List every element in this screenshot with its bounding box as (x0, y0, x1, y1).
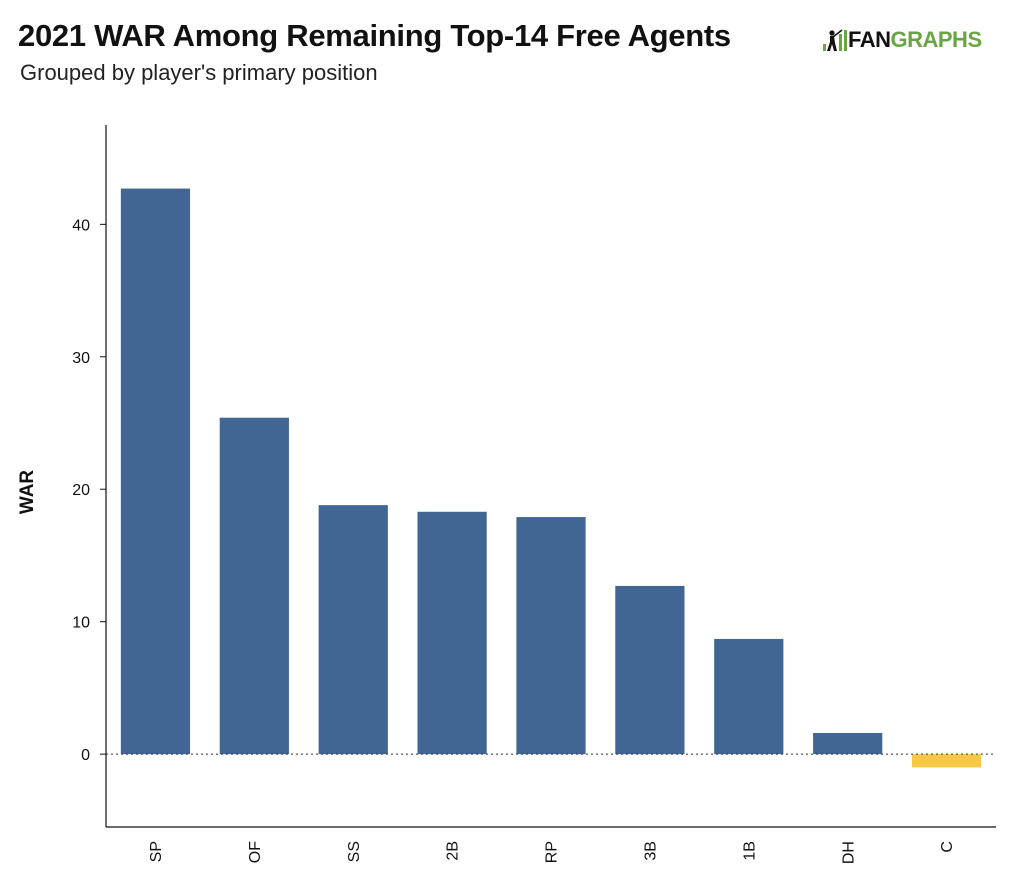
y-axis-label: WAR (17, 470, 38, 515)
x-tick-label: SS (346, 841, 363, 862)
bar-dh (813, 732, 883, 755)
logo-text-fan: FAN (848, 27, 891, 52)
x-tick-label: SP (148, 841, 165, 862)
fangraphs-logo: FANGRAPHS (822, 26, 982, 54)
bar-sp (120, 188, 191, 755)
y-tick-label: 20 (72, 482, 90, 499)
bar-c (911, 754, 982, 768)
x-tick-label: 2B (445, 841, 462, 861)
x-tick-label: C (939, 841, 956, 853)
batter-icon (823, 29, 847, 51)
x-tick-label: RP (544, 841, 561, 863)
x-tick-label: DH (840, 841, 857, 864)
bar-of (219, 417, 289, 755)
bar-3b (615, 585, 685, 755)
chart-subtitle: Grouped by player's primary position (20, 60, 378, 85)
x-tick-label: 3B (642, 841, 659, 861)
x-tick-label: OF (247, 841, 264, 863)
bar-rp (516, 517, 586, 755)
logo-text-graphs: GRAPHS (890, 27, 983, 52)
y-tick-label: 30 (72, 350, 90, 367)
x-tick-label: 1B (741, 841, 758, 861)
bar-2b (417, 511, 487, 755)
bar-ss (318, 505, 388, 755)
chart-title: 2021 WAR Among Remaining Top-14 Free Age… (18, 18, 731, 53)
bar-1b (714, 638, 784, 755)
y-tick-label: 40 (72, 217, 90, 234)
y-tick-label: 0 (81, 747, 90, 764)
y-tick-label: 10 (72, 615, 90, 632)
